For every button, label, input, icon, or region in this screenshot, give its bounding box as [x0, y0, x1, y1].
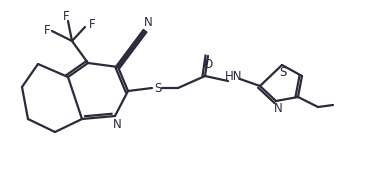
Text: F: F: [44, 25, 50, 37]
Text: F: F: [63, 9, 70, 22]
Text: S: S: [279, 66, 287, 78]
Text: N: N: [274, 101, 282, 115]
Text: N: N: [144, 16, 152, 29]
Text: N: N: [113, 118, 121, 130]
Text: F: F: [89, 18, 95, 30]
Text: O: O: [204, 57, 213, 70]
Text: S: S: [154, 81, 162, 94]
Text: HN: HN: [225, 70, 243, 83]
